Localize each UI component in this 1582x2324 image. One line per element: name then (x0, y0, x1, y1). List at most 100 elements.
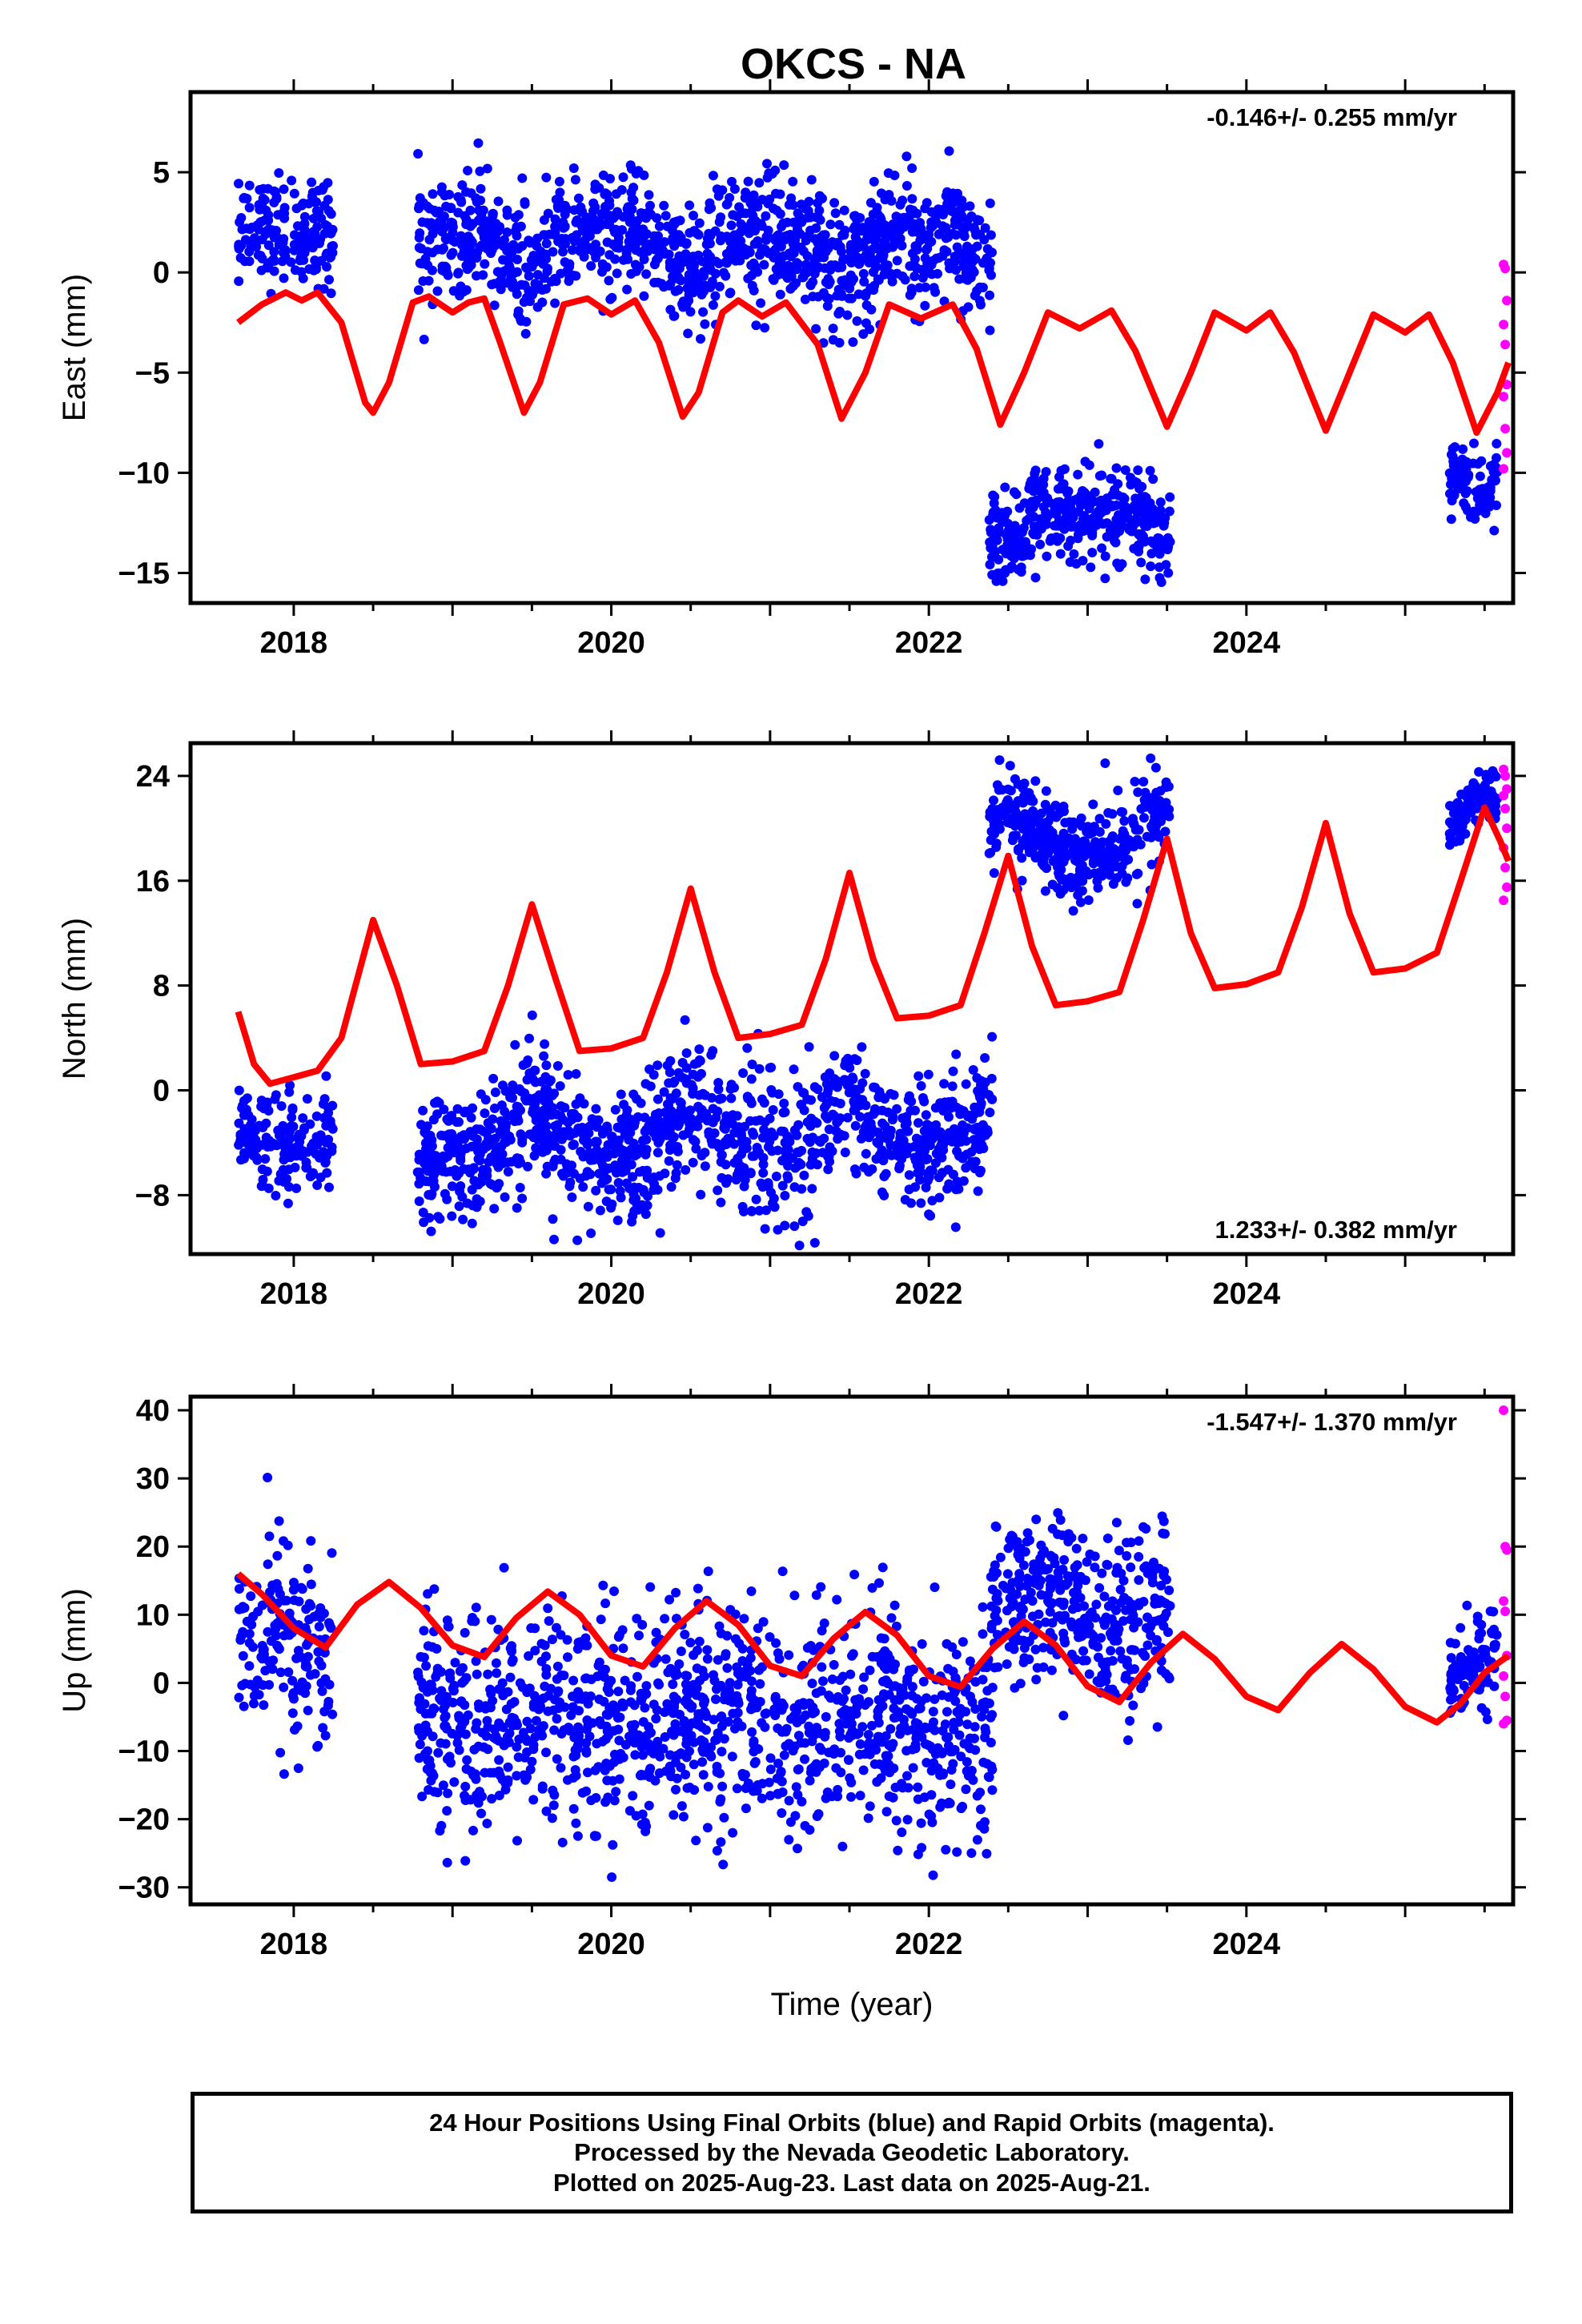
final-orbit-point (777, 1727, 787, 1737)
final-orbit-point (1035, 539, 1046, 549)
final-orbit-point (644, 1064, 655, 1075)
final-orbit-point (568, 1675, 579, 1686)
final-orbit-point (694, 1044, 705, 1055)
final-orbit-point (1150, 794, 1161, 805)
final-orbit-point (832, 1082, 842, 1092)
final-orbit-point (907, 1744, 917, 1755)
final-orbit-point (234, 1085, 244, 1096)
final-orbit-point (700, 1148, 710, 1158)
final-orbit-point (1084, 460, 1094, 470)
final-orbit-point (926, 1124, 936, 1135)
final-orbit-point (708, 300, 718, 310)
final-orbit-point (510, 1116, 520, 1127)
final-orbit-point (236, 240, 247, 251)
final-orbit-point (552, 1754, 562, 1764)
final-orbit-point (641, 1681, 652, 1691)
final-orbit-point (858, 329, 869, 340)
final-orbit-point (591, 252, 601, 263)
final-orbit-point (476, 225, 487, 235)
x-tick-label: 2024 (1213, 1277, 1281, 1311)
final-orbit-point (1056, 465, 1066, 476)
final-orbit-point (323, 1700, 333, 1711)
final-orbit-point (689, 211, 698, 221)
final-orbit-point (970, 1677, 981, 1687)
final-orbit-point (322, 262, 331, 272)
final-orbit-point (529, 1065, 540, 1076)
final-orbit-point (660, 1168, 670, 1179)
final-orbit-point (1158, 802, 1168, 813)
final-orbit-point (777, 1566, 788, 1577)
final-orbit-point (913, 1118, 923, 1128)
final-orbit-point (1160, 826, 1170, 837)
final-orbit-point (737, 1643, 748, 1654)
final-orbit-point (717, 185, 728, 195)
final-orbit-point (1146, 753, 1156, 763)
final-orbit-point (597, 259, 608, 269)
final-orbit-point (830, 208, 841, 219)
final-orbit-point (276, 1101, 287, 1112)
final-orbit-point (942, 1638, 952, 1649)
final-orbit-point (523, 1161, 533, 1172)
final-orbit-point (432, 1787, 443, 1798)
final-orbit-point (459, 246, 469, 256)
final-orbit-point (672, 1160, 682, 1170)
final-orbit-point (491, 1658, 501, 1668)
final-orbit-point (944, 1112, 954, 1122)
final-orbit-point (420, 254, 431, 264)
final-orbit-point (555, 1081, 565, 1092)
final-orbit-point (907, 163, 917, 173)
final-orbit-point (974, 1135, 985, 1145)
final-orbit-point (279, 273, 289, 283)
final-orbit-point (304, 1598, 315, 1609)
final-orbit-point (1041, 508, 1051, 517)
velocity-label: -0.146+/- 0.255 mm/yr (1207, 103, 1457, 131)
final-orbit-point (539, 1105, 549, 1116)
final-orbit-point (256, 1181, 267, 1192)
final-orbit-point (861, 318, 871, 328)
final-orbit-point (654, 221, 665, 231)
final-orbit-point (986, 1073, 997, 1084)
final-orbit-point (313, 1647, 323, 1657)
final-orbit-point (448, 286, 459, 296)
final-orbit-point (456, 195, 466, 205)
final-orbit-point (719, 1695, 729, 1705)
final-orbit-point (1119, 816, 1130, 826)
final-orbit-point (722, 1630, 733, 1641)
final-orbit-point (600, 1598, 611, 1609)
final-orbit-point (1065, 557, 1075, 567)
final-orbit-point (759, 259, 769, 270)
final-orbit-point (905, 290, 915, 300)
final-orbit-point (1483, 786, 1493, 796)
final-orbit-point (779, 1750, 789, 1760)
final-orbit-point (891, 1621, 901, 1631)
final-orbit-point (435, 1214, 445, 1224)
final-orbit-point (624, 1119, 635, 1129)
final-orbit-point (989, 868, 999, 879)
x-tick-label: 2020 (577, 1277, 645, 1311)
final-orbit-point (819, 1618, 829, 1628)
final-orbit-point (537, 1783, 548, 1794)
final-orbit-point (257, 1600, 267, 1610)
final-orbit-point (883, 1148, 893, 1159)
final-orbit-point (247, 1140, 257, 1150)
final-orbit-point (855, 213, 865, 223)
final-orbit-point (618, 1702, 628, 1711)
final-orbit-point (916, 1081, 926, 1091)
final-orbit-point (758, 1617, 769, 1627)
final-orbit-point (468, 1825, 478, 1835)
final-orbit-point (1146, 822, 1157, 833)
final-orbit-point (456, 1181, 466, 1191)
final-orbit-point (824, 1124, 834, 1135)
final-orbit-point (529, 1151, 540, 1161)
final-orbit-point (424, 1785, 434, 1795)
final-orbit-point (790, 1163, 801, 1173)
final-orbit-point (777, 1180, 788, 1191)
final-orbit-point (1073, 469, 1083, 480)
final-orbit-point (994, 755, 1005, 766)
final-orbit-point (1081, 866, 1091, 876)
final-orbit-point (919, 1096, 930, 1107)
final-orbit-point (541, 1060, 552, 1071)
final-orbit-point (693, 1645, 702, 1655)
y-tick-label: −15 (118, 557, 170, 590)
